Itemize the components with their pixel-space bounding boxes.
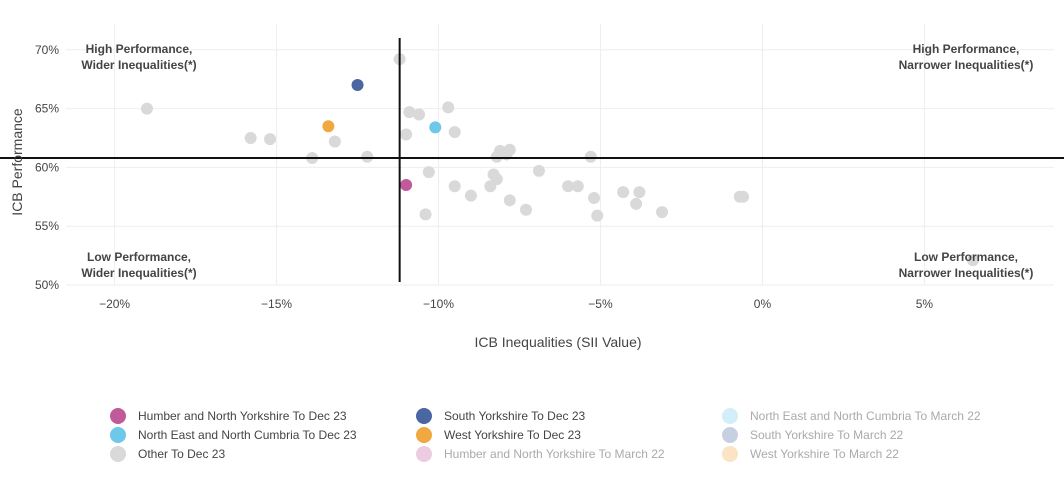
quadrant-label-top-left: Wider Inequalities(*): [81, 58, 196, 72]
quadrant-labels: High Performance, Wider Inequalities(*) Hi…: [81, 42, 1033, 280]
x-tick-label: 5%: [916, 297, 934, 311]
data-point: [448, 126, 461, 139]
y-axis-title: ICB Performance: [9, 108, 25, 216]
data-points: [140, 53, 980, 267]
data-point: [244, 131, 257, 144]
data-point: [264, 133, 277, 146]
quadrant-label-top-right: High Performance,: [913, 42, 1020, 56]
data-point: [737, 190, 750, 203]
legend-item[interactable]: North East and North Cumbria To Dec 23: [110, 425, 357, 444]
data-point: [400, 179, 413, 192]
data-point: [328, 135, 341, 148]
y-tick-label: 70%: [35, 43, 59, 57]
data-point: [422, 166, 435, 179]
data-point: [503, 194, 516, 207]
data-point: [532, 164, 545, 177]
data-point: [591, 209, 604, 222]
data-point: [351, 79, 364, 92]
data-point: [448, 180, 461, 193]
data-point: [967, 254, 980, 267]
data-point: [400, 128, 413, 141]
legend-item[interactable]: South Yorkshire To Dec 23: [416, 406, 585, 425]
legend-marker-icon: [110, 426, 126, 443]
scatter-chart: −20% −15% −10% −5% 0% 5% 50% 55% 60% 65% 70% High …: [0, 24, 1064, 350]
data-point: [403, 106, 416, 119]
legend-item[interactable]: West Yorkshire To Dec 23: [416, 425, 581, 444]
y-tick-label: 50%: [35, 278, 59, 292]
data-point: [562, 180, 575, 193]
data-point: [490, 173, 503, 186]
legend-item[interactable]: North East and North Cumbria To March 22: [722, 406, 981, 425]
legend-item[interactable]: West Yorkshire To March 22: [722, 444, 899, 463]
legend-marker-icon: [110, 407, 126, 424]
data-point: [656, 206, 669, 219]
legend-label: South Yorkshire To March 22: [750, 427, 904, 442]
legend-label: South Yorkshire To Dec 23: [444, 408, 586, 423]
legend-label: West Yorkshire To March 22: [750, 446, 899, 461]
legend-label: North East and North Cumbria To March 22: [750, 408, 981, 423]
legend-marker-icon: [416, 426, 432, 443]
x-tick-label: −20%: [99, 297, 130, 311]
legend-label: Humber and North Yorkshire To March 22: [444, 446, 665, 461]
data-point: [442, 101, 455, 114]
data-point: [503, 143, 516, 156]
axis-ticks: −20% −15% −10% −5% 0% 5% 50% 55% 60% 65% 70%: [35, 43, 933, 311]
x-tick-label: −10%: [423, 297, 454, 311]
legend-marker-icon: [416, 407, 432, 424]
legend-label: North East and North Cumbria To Dec 23: [138, 427, 357, 442]
data-point: [413, 108, 426, 121]
data-point: [519, 203, 532, 216]
data-point: [322, 120, 335, 133]
data-point: [429, 121, 442, 134]
legend-marker-icon: [722, 426, 738, 443]
data-point: [617, 186, 630, 199]
grid: [66, 24, 1054, 286]
data-point: [633, 186, 646, 199]
legend-label: Other To Dec 23: [138, 446, 226, 461]
data-point: [419, 208, 432, 221]
quadrant-label-bottom-right: Narrower Inequalities(*): [899, 266, 1034, 280]
x-tick-label: −5%: [588, 297, 613, 311]
legend-item[interactable]: Humber and North Yorkshire To Dec 23: [110, 406, 347, 425]
legend-label: West Yorkshire To Dec 23: [444, 427, 581, 442]
quadrant-label-bottom-left: Wider Inequalities(*): [81, 266, 196, 280]
data-point: [630, 197, 643, 210]
x-tick-label: 0%: [754, 297, 772, 311]
legend-marker-icon: [110, 445, 126, 462]
x-tick-label: −15%: [261, 297, 292, 311]
legend-item[interactable]: Humber and North Yorkshire To March 22: [416, 444, 665, 463]
quadrant-label-top-left: High Performance,: [86, 42, 193, 56]
y-tick-label: 65%: [35, 102, 59, 116]
data-point: [140, 102, 153, 115]
data-point: [588, 191, 601, 204]
data-point: [361, 150, 374, 163]
legend-marker-icon: [416, 445, 432, 462]
quadrant-label-bottom-left: Low Performance,: [87, 250, 191, 264]
x-axis-title: ICB Inequalities (SII Value): [474, 334, 641, 350]
quadrant-label-top-right: Narrower Inequalities(*): [899, 58, 1034, 72]
data-point: [584, 150, 597, 163]
y-tick-label: 60%: [35, 160, 59, 174]
quadrant-label-bottom-right: Low Performance,: [914, 250, 1018, 264]
reference-lines: [0, 38, 1064, 282]
legend-label: Humber and North Yorkshire To Dec 23: [138, 408, 347, 423]
y-tick-label: 55%: [35, 219, 59, 233]
data-point: [571, 180, 584, 193]
data-point: [464, 189, 477, 202]
legend-marker-icon: [722, 407, 738, 424]
legend-item[interactable]: South Yorkshire To March 22: [722, 425, 903, 444]
legend-item[interactable]: Other To Dec 23: [110, 444, 225, 463]
legend-marker-icon: [722, 445, 738, 462]
